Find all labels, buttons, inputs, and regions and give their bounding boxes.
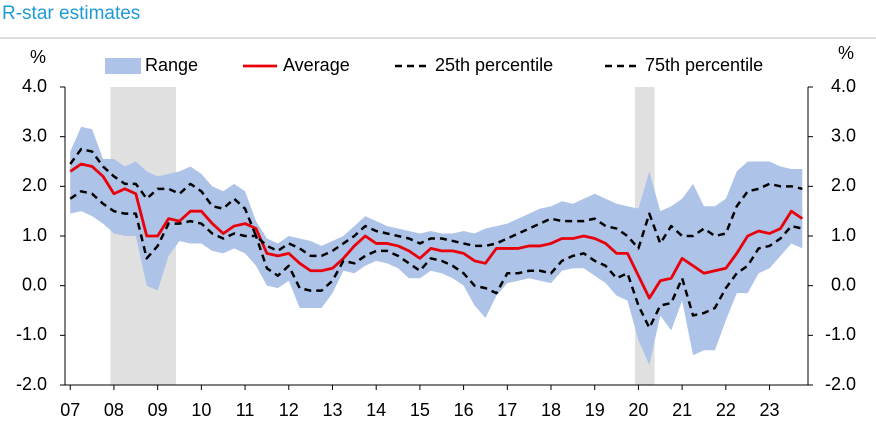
y2-tick-label: 3.0 — [831, 125, 856, 145]
y2-axis-label: % — [838, 43, 854, 63]
x-tick-label: 14 — [366, 400, 386, 420]
x-tick-label: 09 — [148, 400, 168, 420]
x-tick-label: 15 — [410, 400, 430, 420]
x-tick-label: 23 — [760, 400, 780, 420]
percentile-line — [69, 147, 803, 258]
y-tick-label: 4.0 — [22, 76, 47, 96]
x-tick-label: 20 — [628, 400, 648, 420]
x-tick-label: 11 — [236, 400, 255, 420]
range-band — [70, 126, 803, 366]
y2-tick-label: -2.0 — [825, 374, 856, 394]
legend-label: 75th percentile — [645, 55, 763, 75]
x-tick-label: 17 — [497, 400, 517, 420]
x-tick-label: 16 — [454, 400, 474, 420]
y-tick-label: 3.0 — [22, 125, 47, 145]
x-tick-label: 18 — [541, 400, 561, 420]
x-tick-label: 13 — [322, 400, 342, 420]
x-tick-label: 10 — [191, 400, 211, 420]
y-tick-label: -2.0 — [16, 374, 47, 394]
y-tick-label: -1.0 — [16, 324, 47, 344]
x-tick-label: 21 — [672, 400, 692, 420]
y2-tick-label: -1.0 — [825, 324, 856, 344]
y-tick-label: 2.0 — [22, 175, 47, 195]
x-tick-label: 19 — [585, 400, 605, 420]
y2-tick-label: 1.0 — [831, 225, 856, 245]
percentile-line — [69, 190, 803, 330]
x-tick-label: 22 — [716, 400, 736, 420]
x-tick-label: 07 — [60, 400, 80, 420]
chart-title: R-star estimates — [2, 3, 140, 24]
legend-swatch — [105, 58, 141, 74]
legend-label: Average — [283, 55, 350, 75]
x-tick-label: 12 — [279, 400, 299, 420]
legend-label: 25th percentile — [435, 55, 553, 75]
y-axis-label: % — [30, 47, 46, 67]
x-tick-label: 08 — [104, 400, 124, 420]
y2-tick-label: 4.0 — [831, 76, 856, 96]
legend-label: Range — [145, 55, 198, 75]
y-tick-label: 0.0 — [22, 274, 47, 294]
y2-tick-label: 2.0 — [831, 175, 856, 195]
average-line — [69, 162, 804, 300]
y-tick-label: 1.0 — [22, 225, 47, 245]
y2-tick-label: 0.0 — [831, 274, 856, 294]
